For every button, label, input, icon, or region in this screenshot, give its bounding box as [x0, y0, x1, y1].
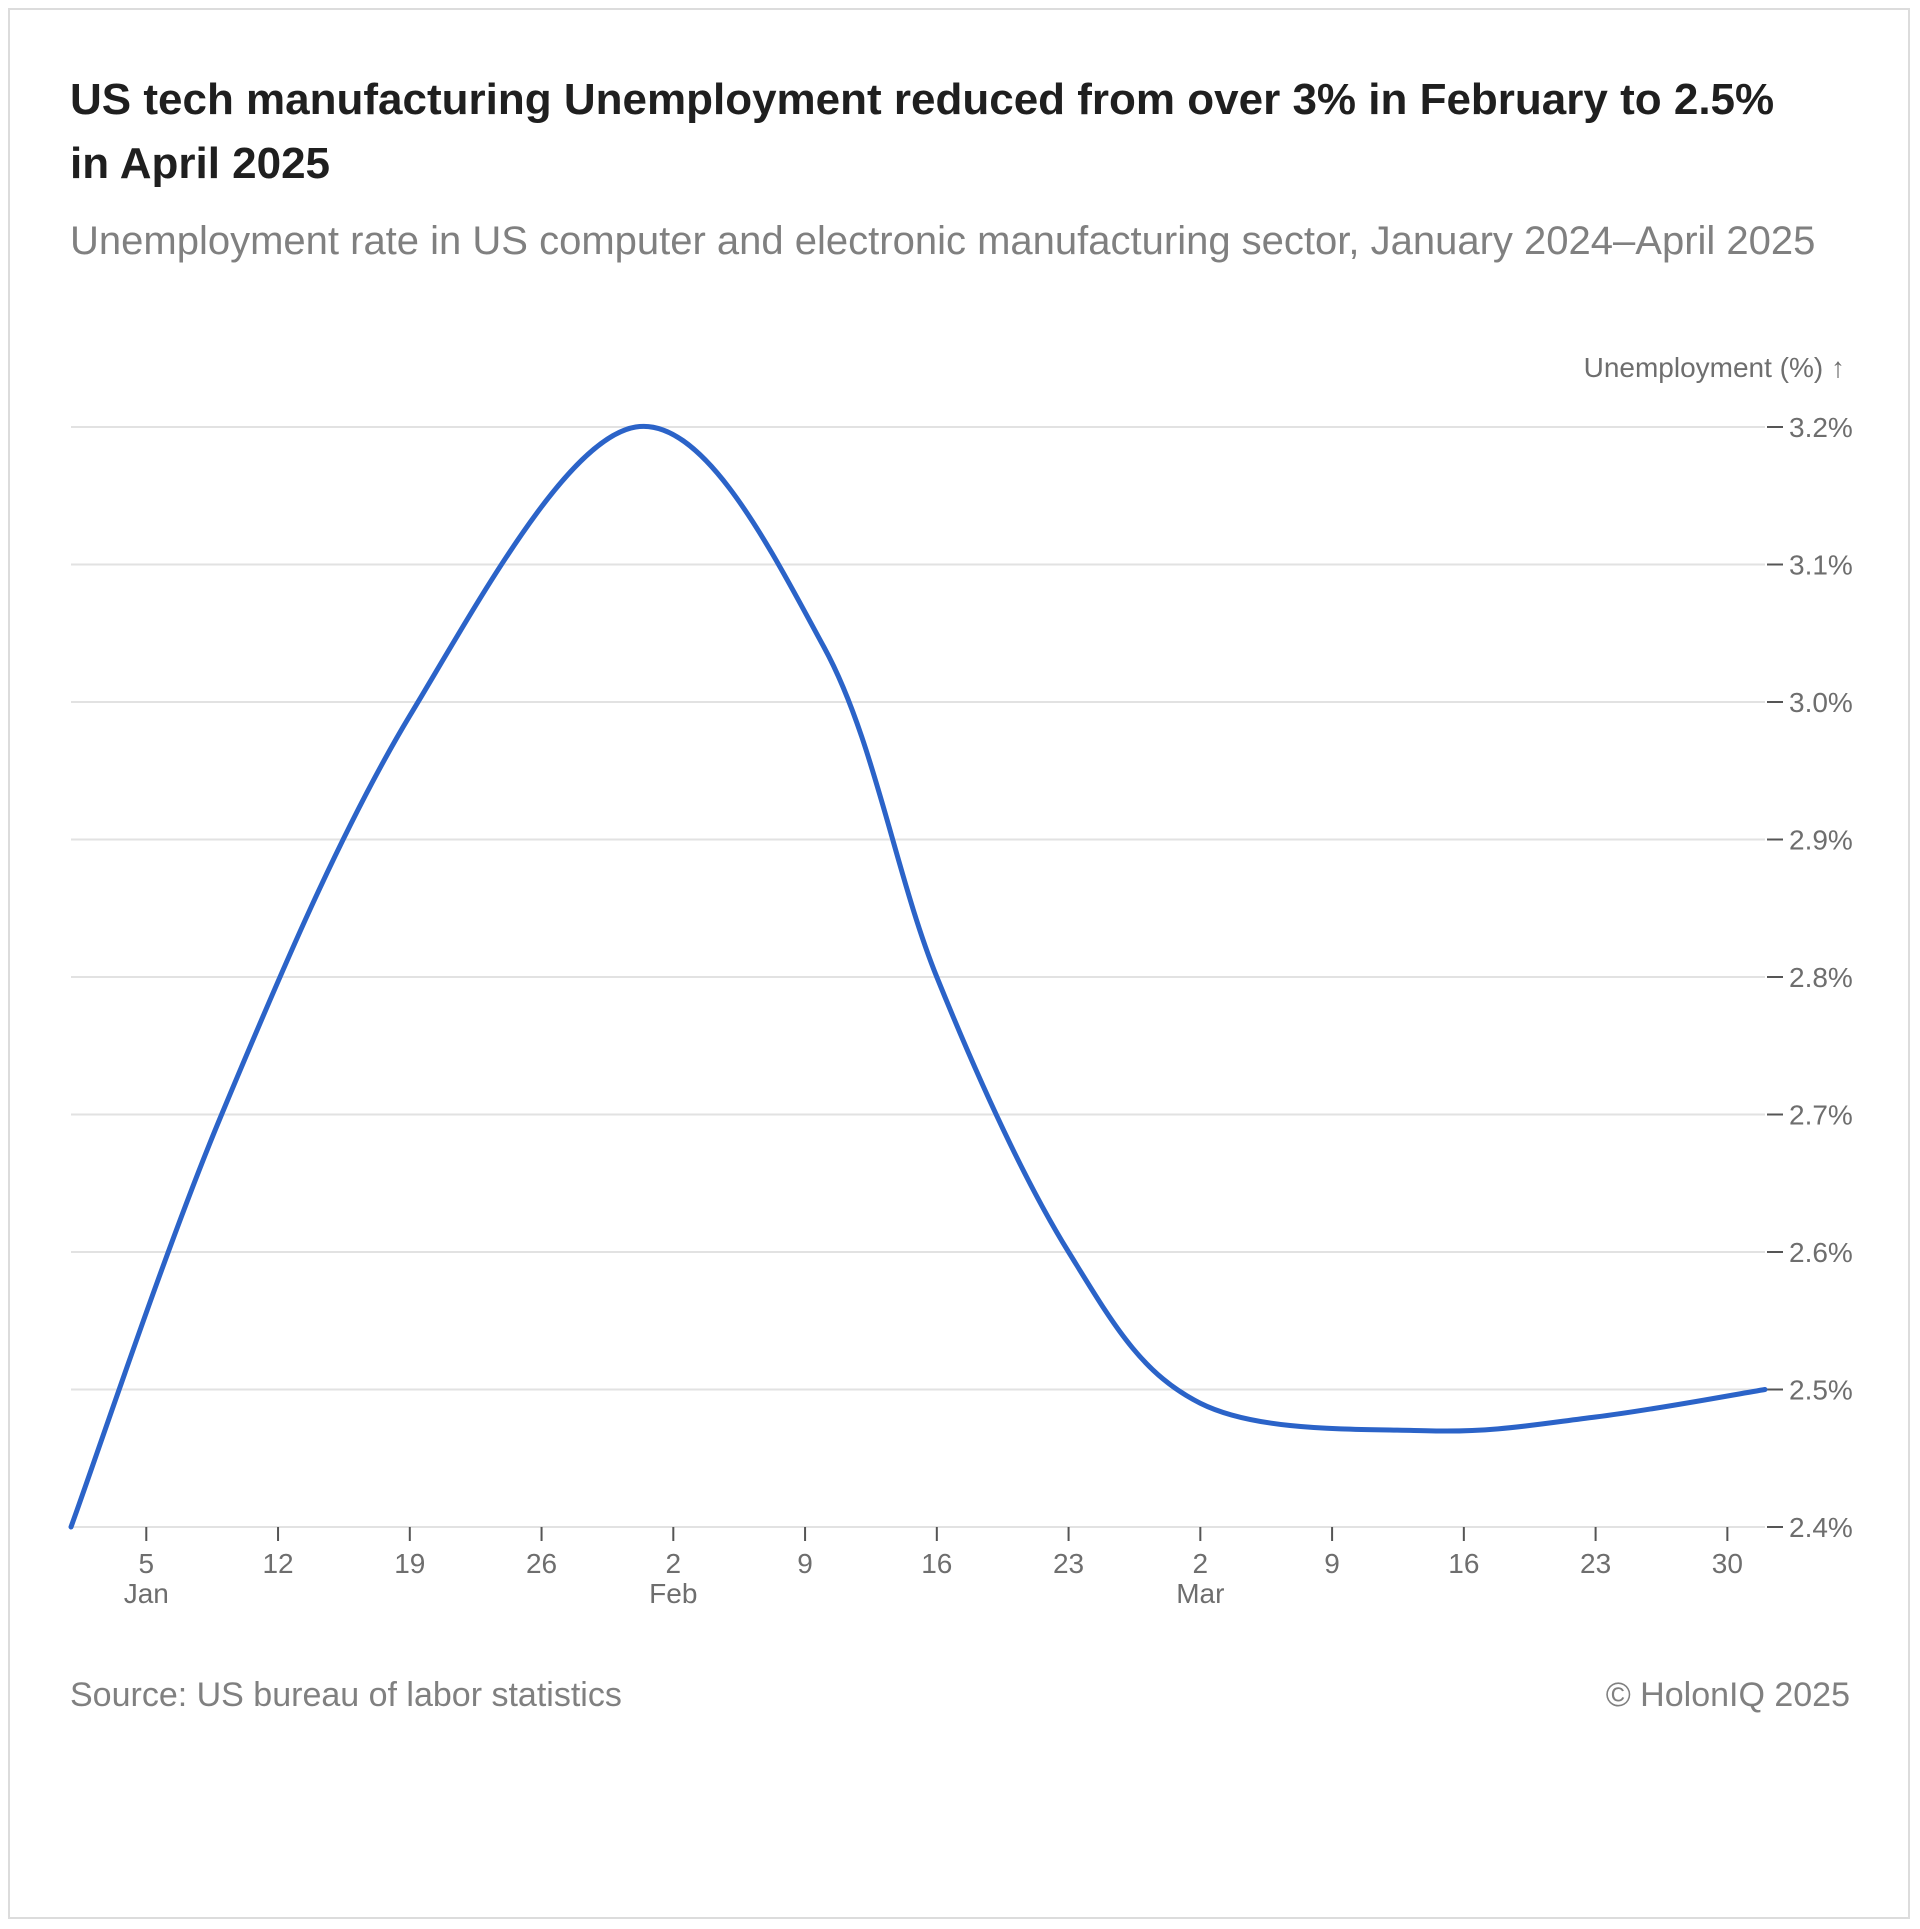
y-axis-label: Unemployment (%) ↑ — [1583, 352, 1845, 383]
chart-card — [8, 8, 1910, 1919]
x-tick-label: 9 — [797, 1548, 813, 1579]
series-line — [68, 423, 1768, 1530]
y-tick-label: 2.8% — [1789, 962, 1853, 993]
x-tick-label: 16 — [1448, 1548, 1479, 1579]
x-tick-month-label: Feb — [649, 1578, 697, 1609]
y-tick-label: 2.4% — [1789, 1512, 1853, 1543]
y-tick-label: 2.9% — [1789, 825, 1853, 856]
y-tick-label: 3.0% — [1789, 687, 1853, 718]
x-tick-label: 2 — [1193, 1548, 1209, 1579]
x-tick-label: 30 — [1712, 1548, 1743, 1579]
copyright-note: © HolonIQ 2025 — [1605, 1676, 1850, 1714]
x-tick-month-label: Mar — [1176, 1578, 1224, 1609]
x-tick-label: 9 — [1324, 1548, 1340, 1579]
chart-title: US tech manufacturing Unemployment reduc… — [70, 75, 1775, 188]
y-tick-label: 2.6% — [1789, 1237, 1853, 1268]
x-tick-label: 5 — [138, 1548, 154, 1579]
x-tick-label: 16 — [921, 1548, 952, 1579]
source-note: Source: US bureau of labor statistics — [70, 1676, 622, 1714]
x-tick-month-label: Jan — [124, 1578, 169, 1609]
y-tick-label: 3.1% — [1789, 550, 1853, 581]
x-tick-label: 26 — [526, 1548, 557, 1579]
y-tick-label: 2.5% — [1789, 1375, 1853, 1406]
chart-subtitle: Unemployment rate in US computer and ele… — [70, 219, 1816, 263]
x-tick-label: 2 — [666, 1548, 682, 1579]
y-tick-label: 2.7% — [1789, 1100, 1853, 1131]
x-tick-label: 23 — [1053, 1548, 1084, 1579]
x-tick-label: 19 — [394, 1548, 425, 1579]
x-tick-label: 23 — [1580, 1548, 1611, 1579]
y-tick-label: 3.2% — [1789, 412, 1853, 443]
x-tick-label: 12 — [262, 1548, 293, 1579]
